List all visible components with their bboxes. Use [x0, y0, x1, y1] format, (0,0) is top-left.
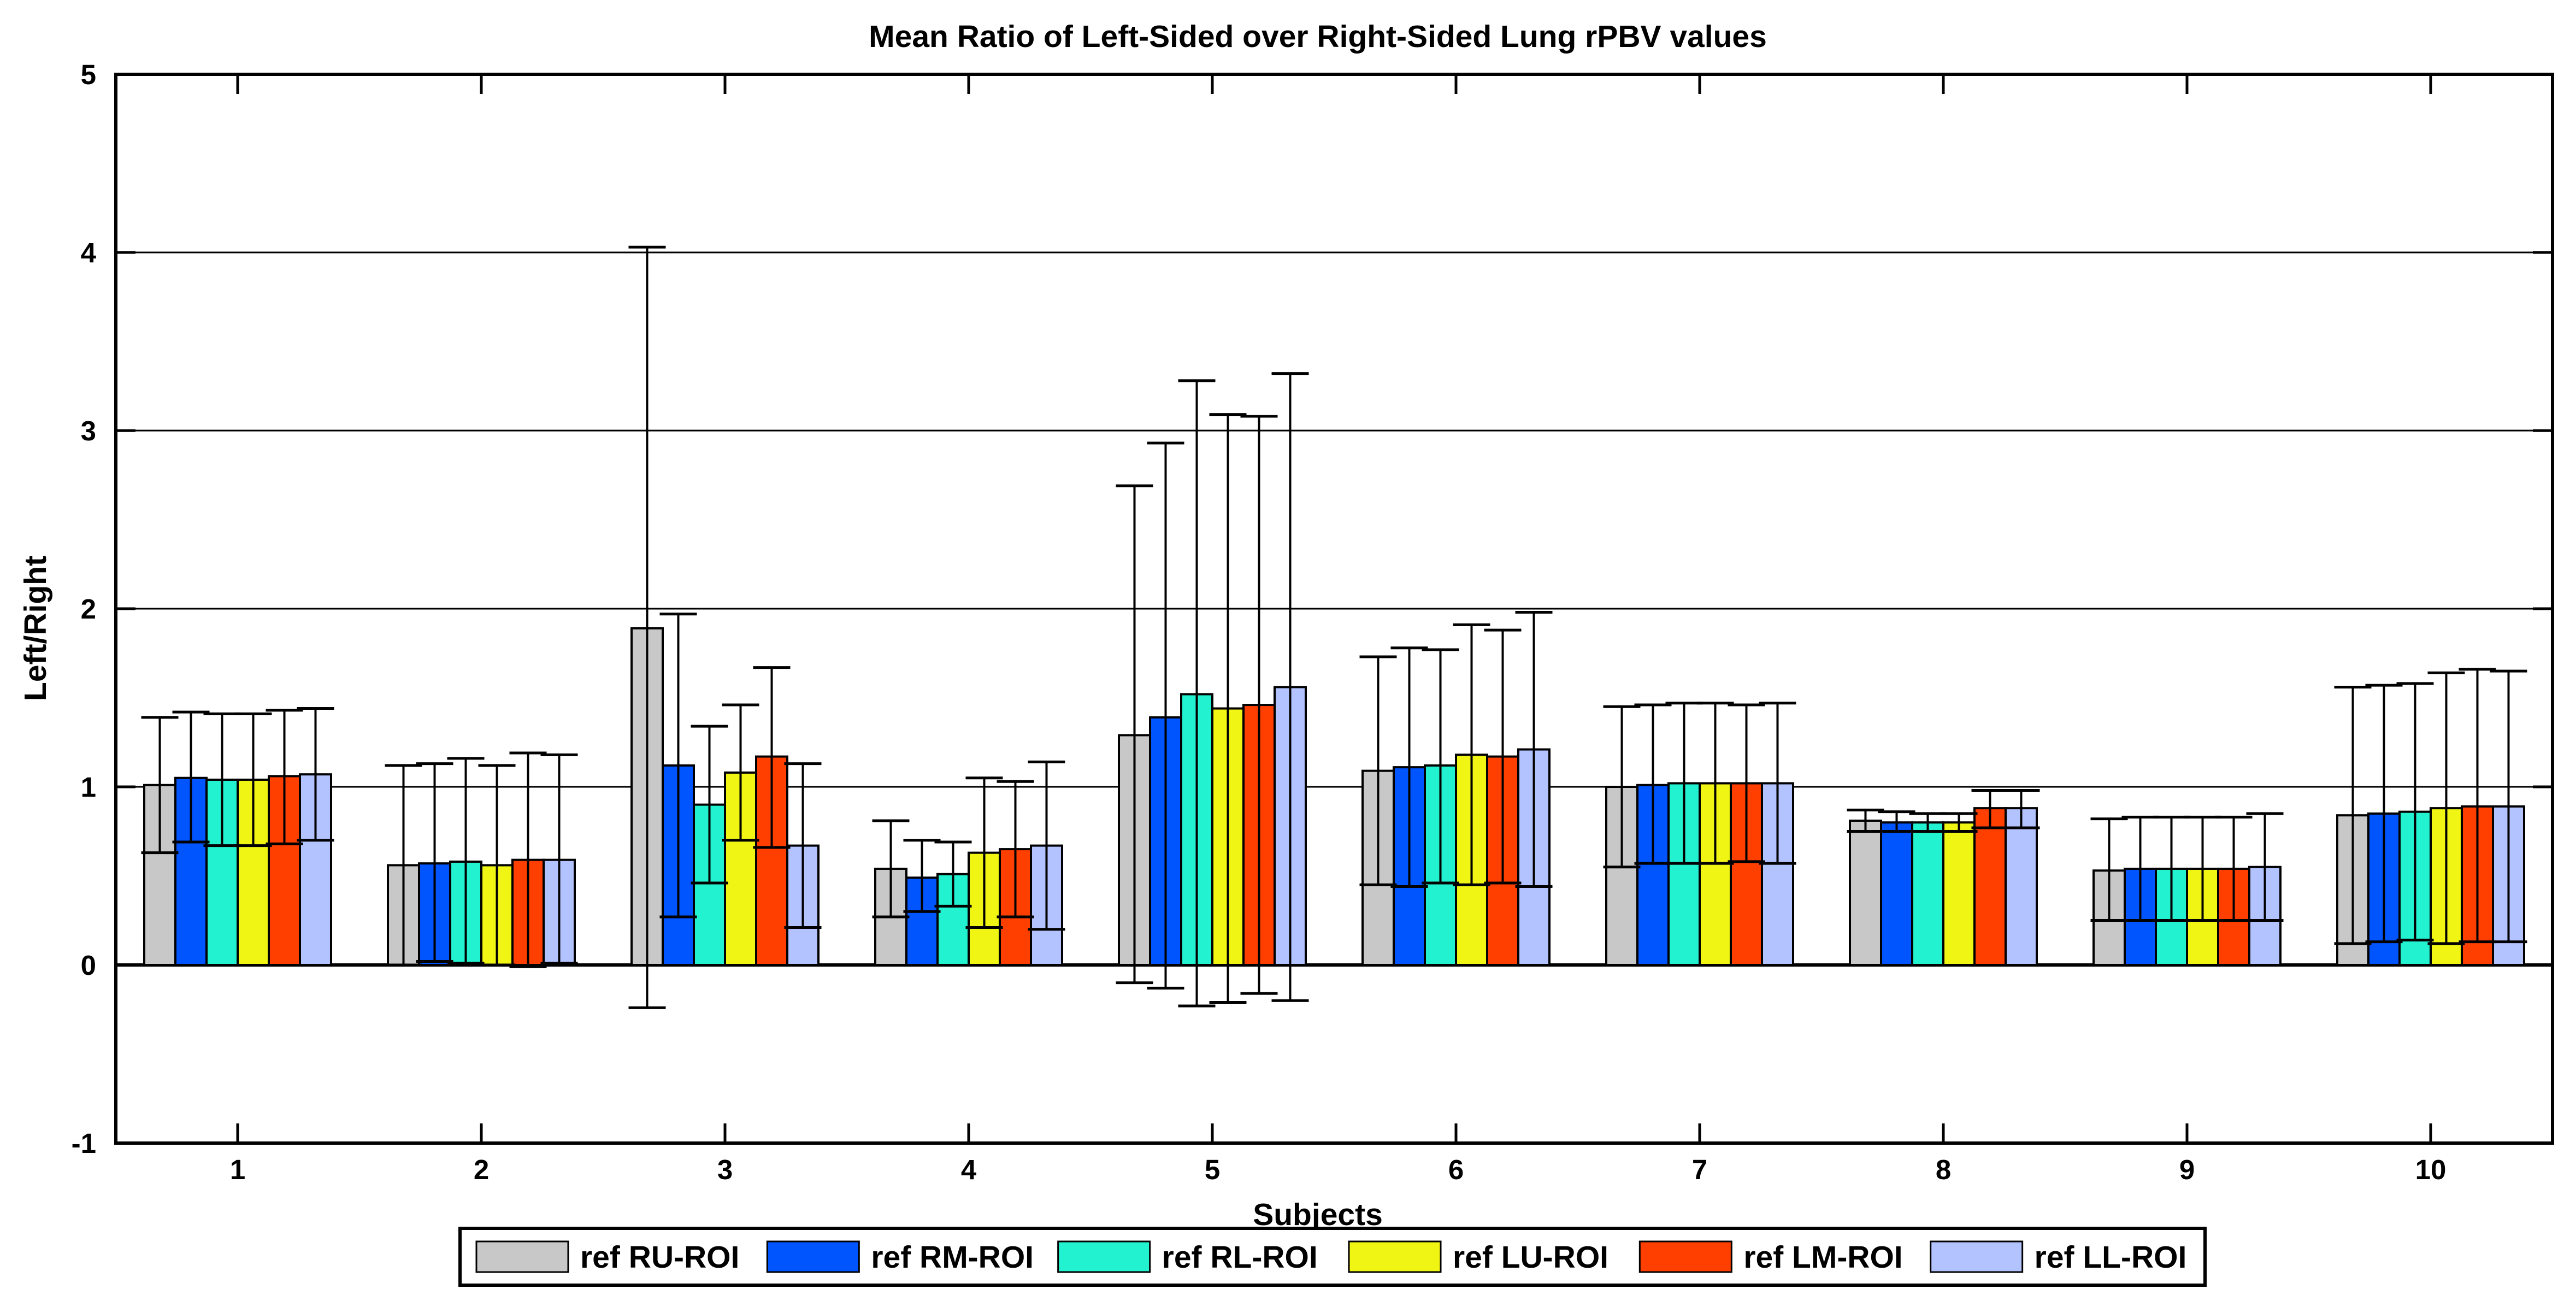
x-tick-label: 10	[2415, 1154, 2447, 1185]
bar	[1880, 821, 1913, 966]
y-tick-label: 0	[81, 950, 96, 981]
legend-label: ref RM-ROI	[871, 1240, 1034, 1275]
y-axis-label: Left/Right	[18, 556, 53, 701]
legend-label: ref LM-ROI	[1743, 1240, 1902, 1275]
y-tick-label: 2	[81, 593, 96, 625]
x-tick-label: 9	[2179, 1154, 2195, 1185]
x-tick-label: 7	[1692, 1154, 1707, 1185]
x-tick-label: 5	[1205, 1154, 1220, 1185]
legend-swatch	[1638, 1240, 1732, 1273]
bar	[1942, 821, 1976, 966]
legend-swatch	[1348, 1240, 1442, 1273]
x-tick-label: 1	[230, 1154, 245, 1185]
plot-frame	[114, 73, 2554, 1145]
tick-labels: -1 0 1 2 3 4 5 1 2 3 4 5 6 7 8 9 10	[72, 59, 2447, 1185]
x-tick-label: 6	[1448, 1154, 1464, 1185]
x-axis-label: Subjects	[1253, 1197, 1383, 1232]
bar	[2005, 807, 2038, 966]
legend-box	[458, 1227, 2207, 1287]
legend-swatch	[1057, 1240, 1151, 1273]
legend: ref RU-ROI ref RM-ROI ref RL-ROI ref LU-ROI…	[458, 1227, 2207, 1287]
error-bars	[141, 245, 2527, 1009]
bar	[1973, 807, 2007, 966]
legend-label: ref RU-ROI	[580, 1240, 739, 1275]
chart-title: Mean Ratio of Left-Sided over Right-Side…	[869, 19, 1767, 54]
x-tick-label: 4	[961, 1154, 977, 1185]
y-tick-label: -1	[72, 1128, 96, 1159]
legend-label: ref LL-ROI	[2035, 1240, 2187, 1275]
legend-label: ref LU-ROI	[1453, 1240, 1608, 1275]
legend-swatch	[475, 1240, 569, 1273]
legend-label: ref RL-ROI	[1162, 1240, 1318, 1275]
y-tick-label: 5	[81, 59, 96, 90]
axes	[114, 73, 2554, 1145]
gridlines	[116, 251, 2553, 967]
y-tick-label: 3	[81, 415, 96, 446]
bar	[1849, 819, 1882, 966]
bars	[143, 627, 2525, 967]
bar	[1911, 821, 1944, 966]
x-tick-label: 2	[474, 1154, 489, 1185]
y-tick-label: 4	[81, 237, 97, 268]
x-tick-label: 8	[1936, 1154, 1951, 1185]
y-tick-label: 1	[81, 772, 96, 803]
x-tick-label: 3	[717, 1154, 733, 1185]
legend-swatch	[1930, 1240, 2024, 1273]
legend-swatch	[766, 1240, 860, 1273]
